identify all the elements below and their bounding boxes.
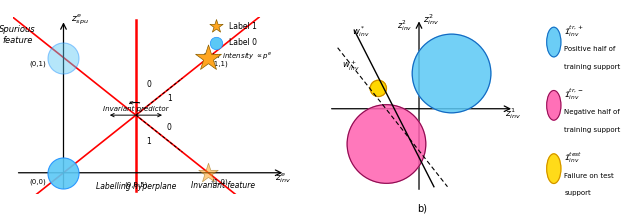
Point [211, 41, 221, 44]
Text: Labelling hyperplane: Labelling hyperplane [96, 182, 176, 191]
Text: $\mathcal{I}^{test}_{inv}$: $\mathcal{I}^{test}_{inv}$ [564, 150, 582, 165]
Text: $\mathcal{I}^{tr,+}_{inv}$: $\mathcal{I}^{tr,+}_{inv}$ [564, 23, 584, 39]
Text: $z^e_{spu}$: $z^e_{spu}$ [71, 13, 88, 27]
Text: 0: 0 [167, 123, 172, 132]
Point [211, 25, 221, 28]
Text: $z^2_{inv}$: $z^2_{inv}$ [397, 18, 413, 33]
Circle shape [547, 91, 561, 120]
Text: 1: 1 [167, 94, 172, 103]
Circle shape [412, 34, 491, 113]
Text: $w^+_{inv}$: $w^+_{inv}$ [342, 58, 359, 72]
Text: Invariant feature: Invariant feature [191, 181, 255, 190]
Text: Positive half of: Positive half of [564, 46, 616, 52]
Text: Label 0: Label 0 [228, 38, 257, 47]
Text: Spurious
feature: Spurious feature [0, 25, 35, 45]
Circle shape [370, 80, 387, 97]
Text: Color intensity $\propto p^e$: Color intensity $\propto p^e$ [202, 49, 273, 61]
Text: (0,1): (0,1) [29, 61, 46, 68]
Text: training support: training support [564, 127, 620, 133]
Text: $z^e_{inv}$: $z^e_{inv}$ [275, 172, 292, 185]
Circle shape [347, 105, 426, 183]
Text: (1,1): (1,1) [211, 61, 228, 68]
Point [58, 171, 68, 175]
Text: 0: 0 [147, 80, 152, 89]
Text: Negative half of: Negative half of [564, 109, 620, 115]
Point [58, 56, 68, 59]
Text: $\mathcal{I}^{tr,-}_{inv}$: $\mathcal{I}^{tr,-}_{inv}$ [564, 87, 584, 102]
Point [204, 171, 214, 175]
Text: (0,0): (0,0) [29, 178, 46, 185]
Text: Label 1: Label 1 [228, 22, 257, 31]
Text: support: support [564, 190, 591, 197]
Text: training support: training support [564, 64, 620, 70]
Text: 1: 1 [147, 137, 151, 146]
Text: $w^*_{inv}$: $w^*_{inv}$ [353, 24, 370, 39]
Text: (0,0.5): (0,0.5) [124, 182, 148, 189]
Text: $z^1_{inv}$: $z^1_{inv}$ [505, 106, 522, 121]
Text: b): b) [417, 203, 428, 213]
Circle shape [547, 154, 561, 183]
Text: Failure on test: Failure on test [564, 173, 614, 179]
Circle shape [547, 27, 561, 57]
Text: Invariant predictor: Invariant predictor [103, 105, 169, 112]
Text: $z^2_{inv}$: $z^2_{inv}$ [423, 12, 440, 27]
Text: (1,0): (1,0) [211, 178, 228, 185]
Point [204, 56, 214, 59]
